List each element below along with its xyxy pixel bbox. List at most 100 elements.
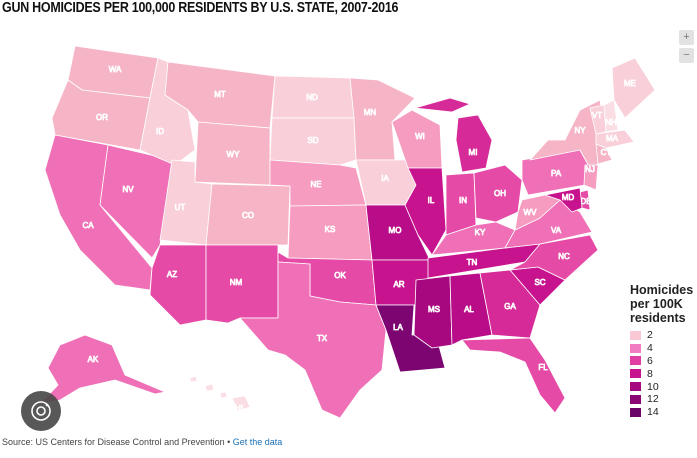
state-oh[interactable]: OH [473,164,523,223]
legend-swatch [630,394,641,404]
state-label-ga: GA [504,302,516,311]
state-nc[interactable]: NC [509,234,599,281]
state-label-wy: WY [227,150,241,159]
state-tx[interactable]: TX [239,261,387,419]
state-ct[interactable]: CT [595,143,613,165]
state-ma[interactable]: MA [595,129,635,149]
legend-item: 14 [630,406,695,419]
state-label-co: CO [242,211,254,220]
state-label-or: OR [96,113,108,122]
state-label-az: AZ [167,270,177,279]
state-label-il: IL [428,196,435,205]
state-label-ia: IA [381,174,389,183]
state-mn[interactable]: MN [349,77,416,161]
legend-swatch [630,407,641,417]
legend-item: 6 [630,355,695,368]
state-label-tn: TN [467,258,478,267]
state-label-va: VA [551,226,562,235]
state-wi[interactable]: WI [391,109,443,169]
state-nm[interactable]: NM [205,244,279,324]
state-me[interactable]: ME [611,57,656,119]
state-label-in: IN [459,196,467,205]
state-az[interactable]: AZ [149,244,207,326]
state-label-sc: SC [534,278,545,287]
state-label-tx: TX [317,334,328,343]
state-sd[interactable]: SD [269,117,357,166]
legend-label: 10 [647,380,659,393]
state-nd[interactable]: ND [271,75,355,119]
state-ms[interactable]: MS [413,275,453,349]
state-co[interactable]: CO [205,183,291,246]
legend: Homicides per 100K residents 2 4 6 8 10 12 14 [630,283,695,419]
state-label-ca: CA [82,221,94,230]
legend-item: 2 [630,329,695,342]
state-label-ne: NE [310,180,321,189]
state-label-ms: MS [428,305,440,314]
legend-label: 2 [647,329,653,342]
zoom-out-button[interactable]: − [679,48,694,63]
state-label-fl: FL [538,363,548,372]
state-label-wa: WA [109,65,122,74]
state-label-mn: MN [364,108,377,117]
state-label-mt: MT [214,90,226,99]
get-data-link[interactable]: Get the data [232,437,283,447]
legend-label: 14 [647,406,659,419]
legend-title: Homicides per 100K residents [630,283,694,325]
legend-swatch [630,382,641,392]
legend-item: 10 [630,380,695,393]
state-al[interactable]: AL [449,272,493,346]
state-md[interactable]: MD [544,187,583,213]
state-nh[interactable]: NH [603,99,619,133]
state-label-mo: MO [389,226,402,235]
state-ia[interactable]: IA [355,159,417,206]
state-label-hi: HI [235,404,243,413]
state-fl[interactable]: FL [461,337,566,414]
zoom-in-button[interactable]: + [679,30,694,45]
state-label-nj: NJ [585,165,595,174]
state-label-ct: CT [601,148,612,157]
state-label-vt: VT [592,111,602,120]
state-label-pa: PA [551,169,562,178]
state-ga[interactable]: GA [479,269,541,339]
legend-swatch [630,356,641,366]
state-label-sd: SD [307,136,318,145]
source-note: Source: US Centers for Disease Control a… [2,437,282,447]
state-label-nc: NC [558,252,570,261]
state-mi[interactable]: MI [414,97,493,173]
legend-label: 6 [647,354,653,367]
state-ks[interactable]: KS [287,204,373,261]
state-la[interactable]: LA [375,304,446,373]
state-label-mi: MI [469,148,478,157]
state-label-ak: AK [88,355,99,364]
state-label-la: LA [393,323,403,332]
legend-item: 4 [630,342,695,355]
state-label-id: ID [156,127,164,136]
state-label-nv: NV [122,185,134,194]
state-label-md: MD [562,193,575,202]
lens-icon[interactable] [21,391,61,431]
state-label-nh: NH [605,118,617,127]
state-label-ny: NY [574,126,586,135]
state-label-me: ME [624,79,636,88]
state-label-ky: KY [475,228,486,237]
state-label-de: DE [580,197,591,206]
legend-item: 8 [630,367,695,380]
state-label-wi: WI [415,132,425,141]
state-label-al: AL [464,305,474,314]
state-label-wv: WV [524,208,538,217]
state-nj[interactable]: NJ [583,164,599,191]
legend-swatch [630,330,641,340]
lens-glyph [31,401,51,421]
state-in[interactable]: IN [445,172,477,236]
state-mo[interactable]: MO [365,204,431,261]
legend-label: 4 [647,342,653,355]
legend-label: 8 [647,367,653,380]
state-hi[interactable]: HI [189,375,251,413]
state-label-ok: OK [334,271,346,280]
state-il[interactable]: IL [404,167,447,256]
state-label-oh: OH [494,189,506,198]
state-ak[interactable]: AK [39,334,166,405]
state-wy[interactable]: WY [194,121,271,186]
state-label-nd: ND [306,93,318,102]
